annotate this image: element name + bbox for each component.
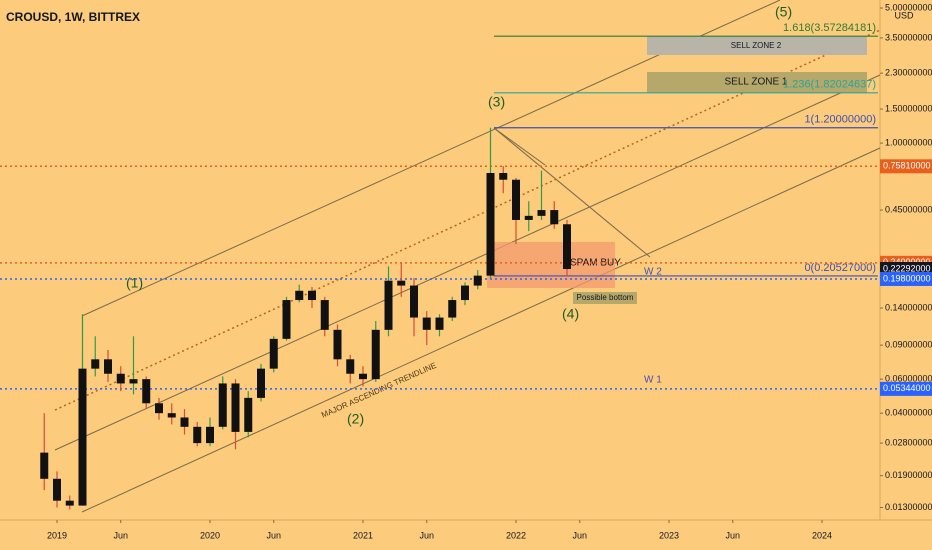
candle-body xyxy=(244,397,253,432)
y-tick-label: 3.50000000 xyxy=(885,32,932,42)
price-tag-label: 0.19800000 xyxy=(883,273,931,283)
candle-body xyxy=(142,379,151,404)
candle-body xyxy=(473,275,482,286)
candle-body xyxy=(116,373,125,384)
y-tick-label: 0.45000000 xyxy=(885,204,932,214)
candle-body xyxy=(40,452,49,479)
sell-zone-2 xyxy=(647,36,867,55)
x-tick-label: 2019 xyxy=(47,530,67,540)
candle-body xyxy=(231,383,240,432)
candle-body xyxy=(167,413,176,418)
candle-body xyxy=(282,300,291,339)
candle-body xyxy=(461,285,469,301)
candle-body xyxy=(91,359,100,369)
chart-title: CROUSD, 1W, BITTREX xyxy=(6,10,140,24)
x-tick-label: Jun xyxy=(725,530,740,540)
candle-body xyxy=(320,300,329,330)
candle-body xyxy=(397,280,406,286)
y-tick-label: 5.00000000 xyxy=(885,2,932,12)
price-tag-label: 0.05344000 xyxy=(883,383,931,393)
candle-body xyxy=(295,290,304,301)
y-tick-label: 1.50000000 xyxy=(885,103,932,113)
x-tick-label: Jun xyxy=(419,530,434,540)
candle-body xyxy=(499,172,508,180)
zone-label: SELL ZONE 1 xyxy=(725,77,788,88)
x-tick-label: 2021 xyxy=(353,530,373,540)
candle-body xyxy=(180,417,189,427)
candle-body xyxy=(359,373,367,380)
wave-label: (5) xyxy=(775,4,792,20)
candle-body xyxy=(410,285,418,318)
candle-body xyxy=(257,368,265,398)
candle-body xyxy=(333,329,342,360)
price-tag-label: 0.22292000 xyxy=(883,263,931,273)
fib-label: 1.236(1.82024637) xyxy=(783,79,876,91)
price-tag xyxy=(880,271,932,286)
candle-body xyxy=(104,359,112,374)
currency: USD xyxy=(894,10,914,20)
x-tick-label: Jun xyxy=(572,530,587,540)
wave-label: (4) xyxy=(562,306,579,322)
candle-body xyxy=(346,359,355,374)
y-tick-label: 2.30000000 xyxy=(885,68,932,78)
candle-body xyxy=(435,317,444,330)
sell-zone-1 xyxy=(647,72,867,93)
price-tag xyxy=(880,381,932,396)
y-tick-label: 0.04000000 xyxy=(885,408,932,418)
wave-label: (2) xyxy=(347,411,364,427)
y-tick-label: 0.06000000 xyxy=(885,374,932,384)
y-tick-label: 0.14000000 xyxy=(885,302,932,312)
zone-label: Possible bottom xyxy=(577,293,634,302)
x-tick-label: 2023 xyxy=(659,530,679,540)
candle-body xyxy=(206,426,214,444)
y-tick-label: 1.00000000 xyxy=(885,137,932,147)
y-tick-label: 0.09000000 xyxy=(885,340,932,350)
x-tick-label: Jun xyxy=(266,530,281,540)
candle-body xyxy=(371,329,380,380)
fib-label: 1(1.20000000) xyxy=(804,114,876,126)
candle-body xyxy=(550,210,559,225)
candle-body xyxy=(218,383,227,427)
bottom-box xyxy=(573,292,637,304)
x-tick-label: 2022 xyxy=(506,530,526,540)
y-tick-label: 0.01900000 xyxy=(885,470,932,480)
candle-body xyxy=(129,379,138,384)
candle-body xyxy=(308,290,316,301)
wave-label: (1) xyxy=(126,275,143,291)
fib-label: 1.618(3.57284181) xyxy=(783,22,876,34)
wave-label: W 2 xyxy=(644,267,662,278)
candle-body xyxy=(448,300,457,318)
x-tick-label: 2024 xyxy=(812,530,832,540)
candle-body xyxy=(65,500,74,506)
price-tag xyxy=(880,159,932,174)
candle-body xyxy=(155,403,163,414)
y-tick-label: 0.01300000 xyxy=(885,502,932,512)
candle-body xyxy=(486,172,495,276)
candle-body xyxy=(524,215,533,220)
fib-label: 0(0.20527000) xyxy=(804,262,876,274)
buy-zone xyxy=(487,242,615,288)
y-tick-label: 0.02800000 xyxy=(885,437,932,447)
wave-label: W 1 xyxy=(644,375,662,386)
candle-body xyxy=(512,179,520,220)
candle-body xyxy=(537,210,546,216)
candle-body xyxy=(384,280,393,330)
x-tick-label: 2020 xyxy=(200,530,220,540)
candle-body xyxy=(422,317,431,330)
candle-body xyxy=(193,426,202,444)
wave-label: (3) xyxy=(488,94,505,110)
x-tick-label: Jun xyxy=(113,530,128,540)
price-tag-label: 0.75810000 xyxy=(883,161,931,171)
candle-body xyxy=(78,368,87,506)
candle-body xyxy=(269,338,278,369)
candle-body xyxy=(53,478,61,501)
candle-body xyxy=(563,224,571,270)
zone-label: SELL ZONE 2 xyxy=(731,41,782,50)
